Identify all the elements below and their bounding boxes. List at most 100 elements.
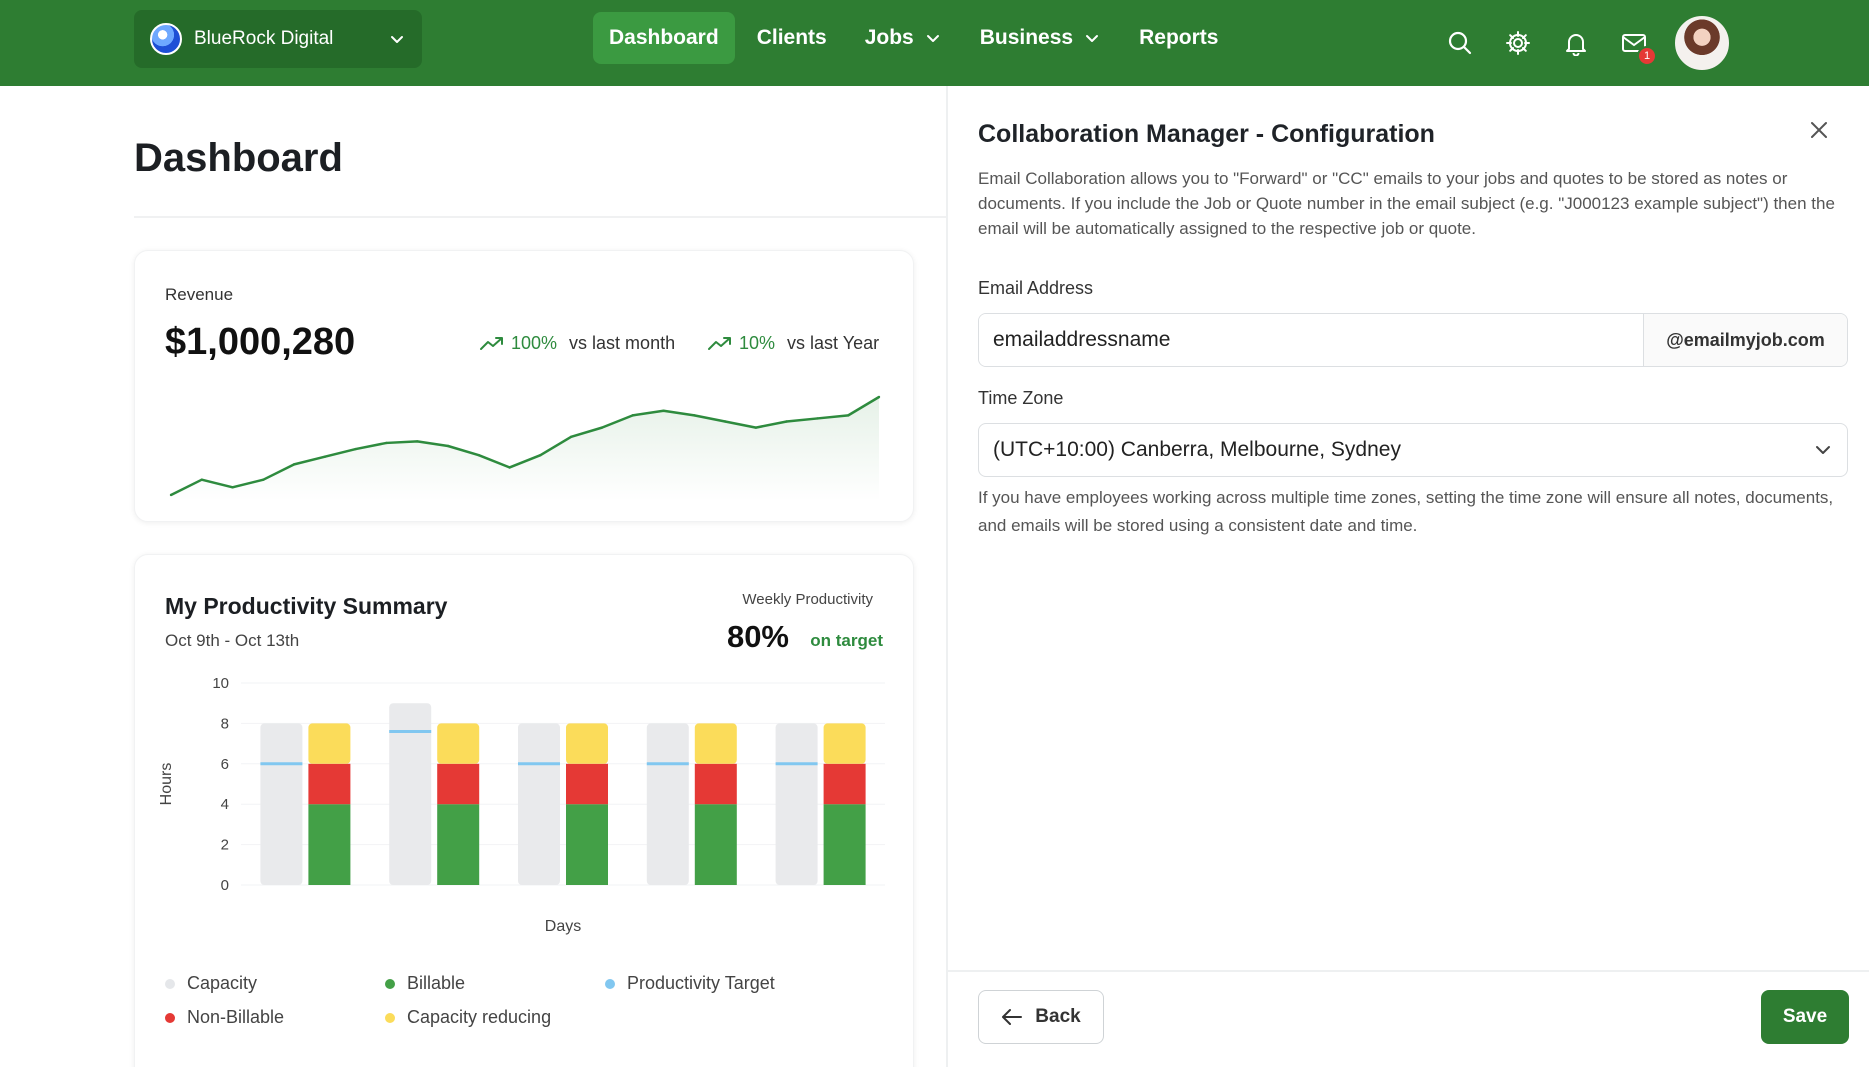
billable-bar	[566, 804, 608, 885]
workspace-switcher[interactable]: BlueRock Digital	[134, 10, 422, 68]
legend-item: Productivity Target	[605, 973, 775, 994]
notifications-button[interactable]	[1547, 14, 1605, 72]
capacity-reducing-bar	[694, 723, 737, 764]
legend-dot	[385, 978, 395, 989]
revenue-point	[785, 420, 788, 423]
revenue-line	[170, 395, 880, 497]
non-billable-bar	[823, 763, 866, 805]
legend-dot	[165, 978, 175, 989]
email-field[interactable]	[979, 314, 1643, 366]
y-tick-label: 0	[221, 877, 229, 894]
revenue-point	[847, 414, 850, 417]
non-billable-bar	[694, 763, 737, 805]
revenue-point	[385, 441, 388, 445]
legend-label: Capacity reducing	[407, 1007, 552, 1027]
revenue-value: $1,000,280	[165, 321, 356, 363]
workspace-name: BlueRock Digital	[194, 28, 334, 49]
legend-item: Non-Billable	[165, 1007, 284, 1028]
weekly-productivity-value: 80%	[726, 619, 789, 654]
weekly-productivity-status: on target	[810, 631, 883, 650]
arrow-left-icon	[1002, 1009, 1023, 1025]
revenue-area	[171, 397, 879, 501]
search-icon	[1448, 31, 1472, 55]
revenue-point	[231, 486, 234, 489]
trend-month-label: vs last month	[569, 333, 676, 353]
capacity-reducing-bar	[308, 723, 351, 764]
revenue-point	[169, 493, 173, 497]
nav-business[interactable]: Business	[964, 12, 1117, 64]
y-axis-label: Hours	[158, 763, 175, 806]
capacity-bar	[646, 723, 689, 885]
revenue-point	[354, 447, 357, 451]
billable-bar	[308, 804, 351, 885]
timezone-select[interactable]: (UTC+10:00) Canberra, Melbourne, Sydney	[978, 423, 1848, 477]
nav-jobs[interactable]: Jobs	[849, 12, 958, 64]
bell-icon	[1566, 34, 1586, 56]
search-button[interactable]	[1431, 14, 1489, 72]
productivity-bar-chart: 0 2 4 6 8 10 Hours Days	[158, 675, 885, 935]
chevron-down-icon	[391, 36, 403, 43]
close-icon[interactable]	[1805, 116, 1833, 144]
timezone-label: Time Zone	[978, 388, 1064, 408]
nav-jobs-label: Jobs	[864, 26, 914, 49]
chevron-down-icon	[926, 35, 939, 42]
dashboard-area: Dashboard Revenue $1,000,280 100% vs las…	[0, 86, 946, 1067]
timezone-help-text: If you have employees working across mul…	[978, 488, 1834, 535]
revenue-line-chart	[169, 395, 881, 501]
revenue-point	[662, 409, 665, 412]
main-nav: Dashboard Clients Jobs Business Reports	[593, 12, 1234, 64]
mail-badge: 1	[1637, 46, 1657, 66]
divider	[134, 216, 946, 218]
trend-up-icon	[708, 336, 731, 350]
workspace-logo-icon	[150, 23, 182, 55]
non-billable-bar	[437, 763, 480, 805]
top-navigation-bar: BlueRock Digital Dashboard Clients Jobs …	[0, 0, 1869, 86]
legend-item: Capacity	[165, 973, 257, 994]
back-button[interactable]: Back	[978, 990, 1104, 1044]
chevron-down-icon	[1816, 446, 1830, 454]
mail-icon	[1622, 34, 1646, 52]
collaboration-config-panel: Collaboration Manager - Configuration Em…	[946, 86, 1869, 1067]
capacity-reducing-bar	[437, 723, 480, 764]
nav-reports-label: Reports	[1139, 26, 1219, 49]
avatar[interactable]	[1675, 16, 1729, 70]
revenue-point	[723, 420, 727, 423]
y-tick-label: 2	[221, 837, 229, 854]
back-button-label: Back	[1035, 1006, 1081, 1027]
timezone-value: (UTC+10:00) Canberra, Melbourne, Sydney	[993, 438, 1401, 461]
revenue-point	[200, 478, 203, 481]
x-axis-label: Days	[545, 918, 581, 935]
page-title: Dashboard	[134, 136, 343, 180]
revenue-point	[508, 466, 511, 469]
capacity-bar	[260, 723, 303, 885]
legend-item: Billable	[385, 973, 465, 994]
nav-reports[interactable]: Reports	[1123, 12, 1234, 64]
non-billable-bar	[308, 763, 351, 805]
panel-description: Email Collaboration allows you to "Forwa…	[978, 169, 1835, 238]
email-label: Email Address	[978, 278, 1094, 298]
revenue-point	[446, 444, 450, 448]
nav-clients[interactable]: Clients	[741, 12, 843, 64]
revenue-point	[816, 417, 819, 420]
legend-dot	[165, 1012, 175, 1023]
revenue-point	[693, 414, 696, 417]
chevron-down-icon	[1086, 35, 1099, 42]
capacity-bar	[518, 723, 560, 885]
email-field-group: @emailmyjob.com	[978, 313, 1848, 367]
save-button[interactable]: Save	[1761, 990, 1849, 1044]
y-tick-label: 10	[212, 675, 229, 692]
revenue-point	[569, 435, 573, 439]
nav-dashboard[interactable]: Dashboard	[593, 12, 735, 64]
revenue-card: Revenue $1,000,280 100% vs last month 10…	[134, 250, 914, 522]
y-tick-label: 4	[221, 796, 229, 813]
capacity-bar	[775, 723, 818, 885]
panel-title: Collaboration Manager - Configuration	[978, 120, 1435, 148]
billable-bar	[694, 804, 737, 885]
revenue-point	[877, 395, 881, 399]
revenue-point	[754, 426, 758, 429]
trend-year-pct: 10%	[739, 333, 776, 353]
productivity-date-range: Oct 9th - Oct 13th	[165, 631, 300, 650]
settings-button[interactable]	[1489, 14, 1547, 72]
revenue-point	[292, 463, 296, 466]
messages-button[interactable]: 1	[1605, 14, 1663, 72]
